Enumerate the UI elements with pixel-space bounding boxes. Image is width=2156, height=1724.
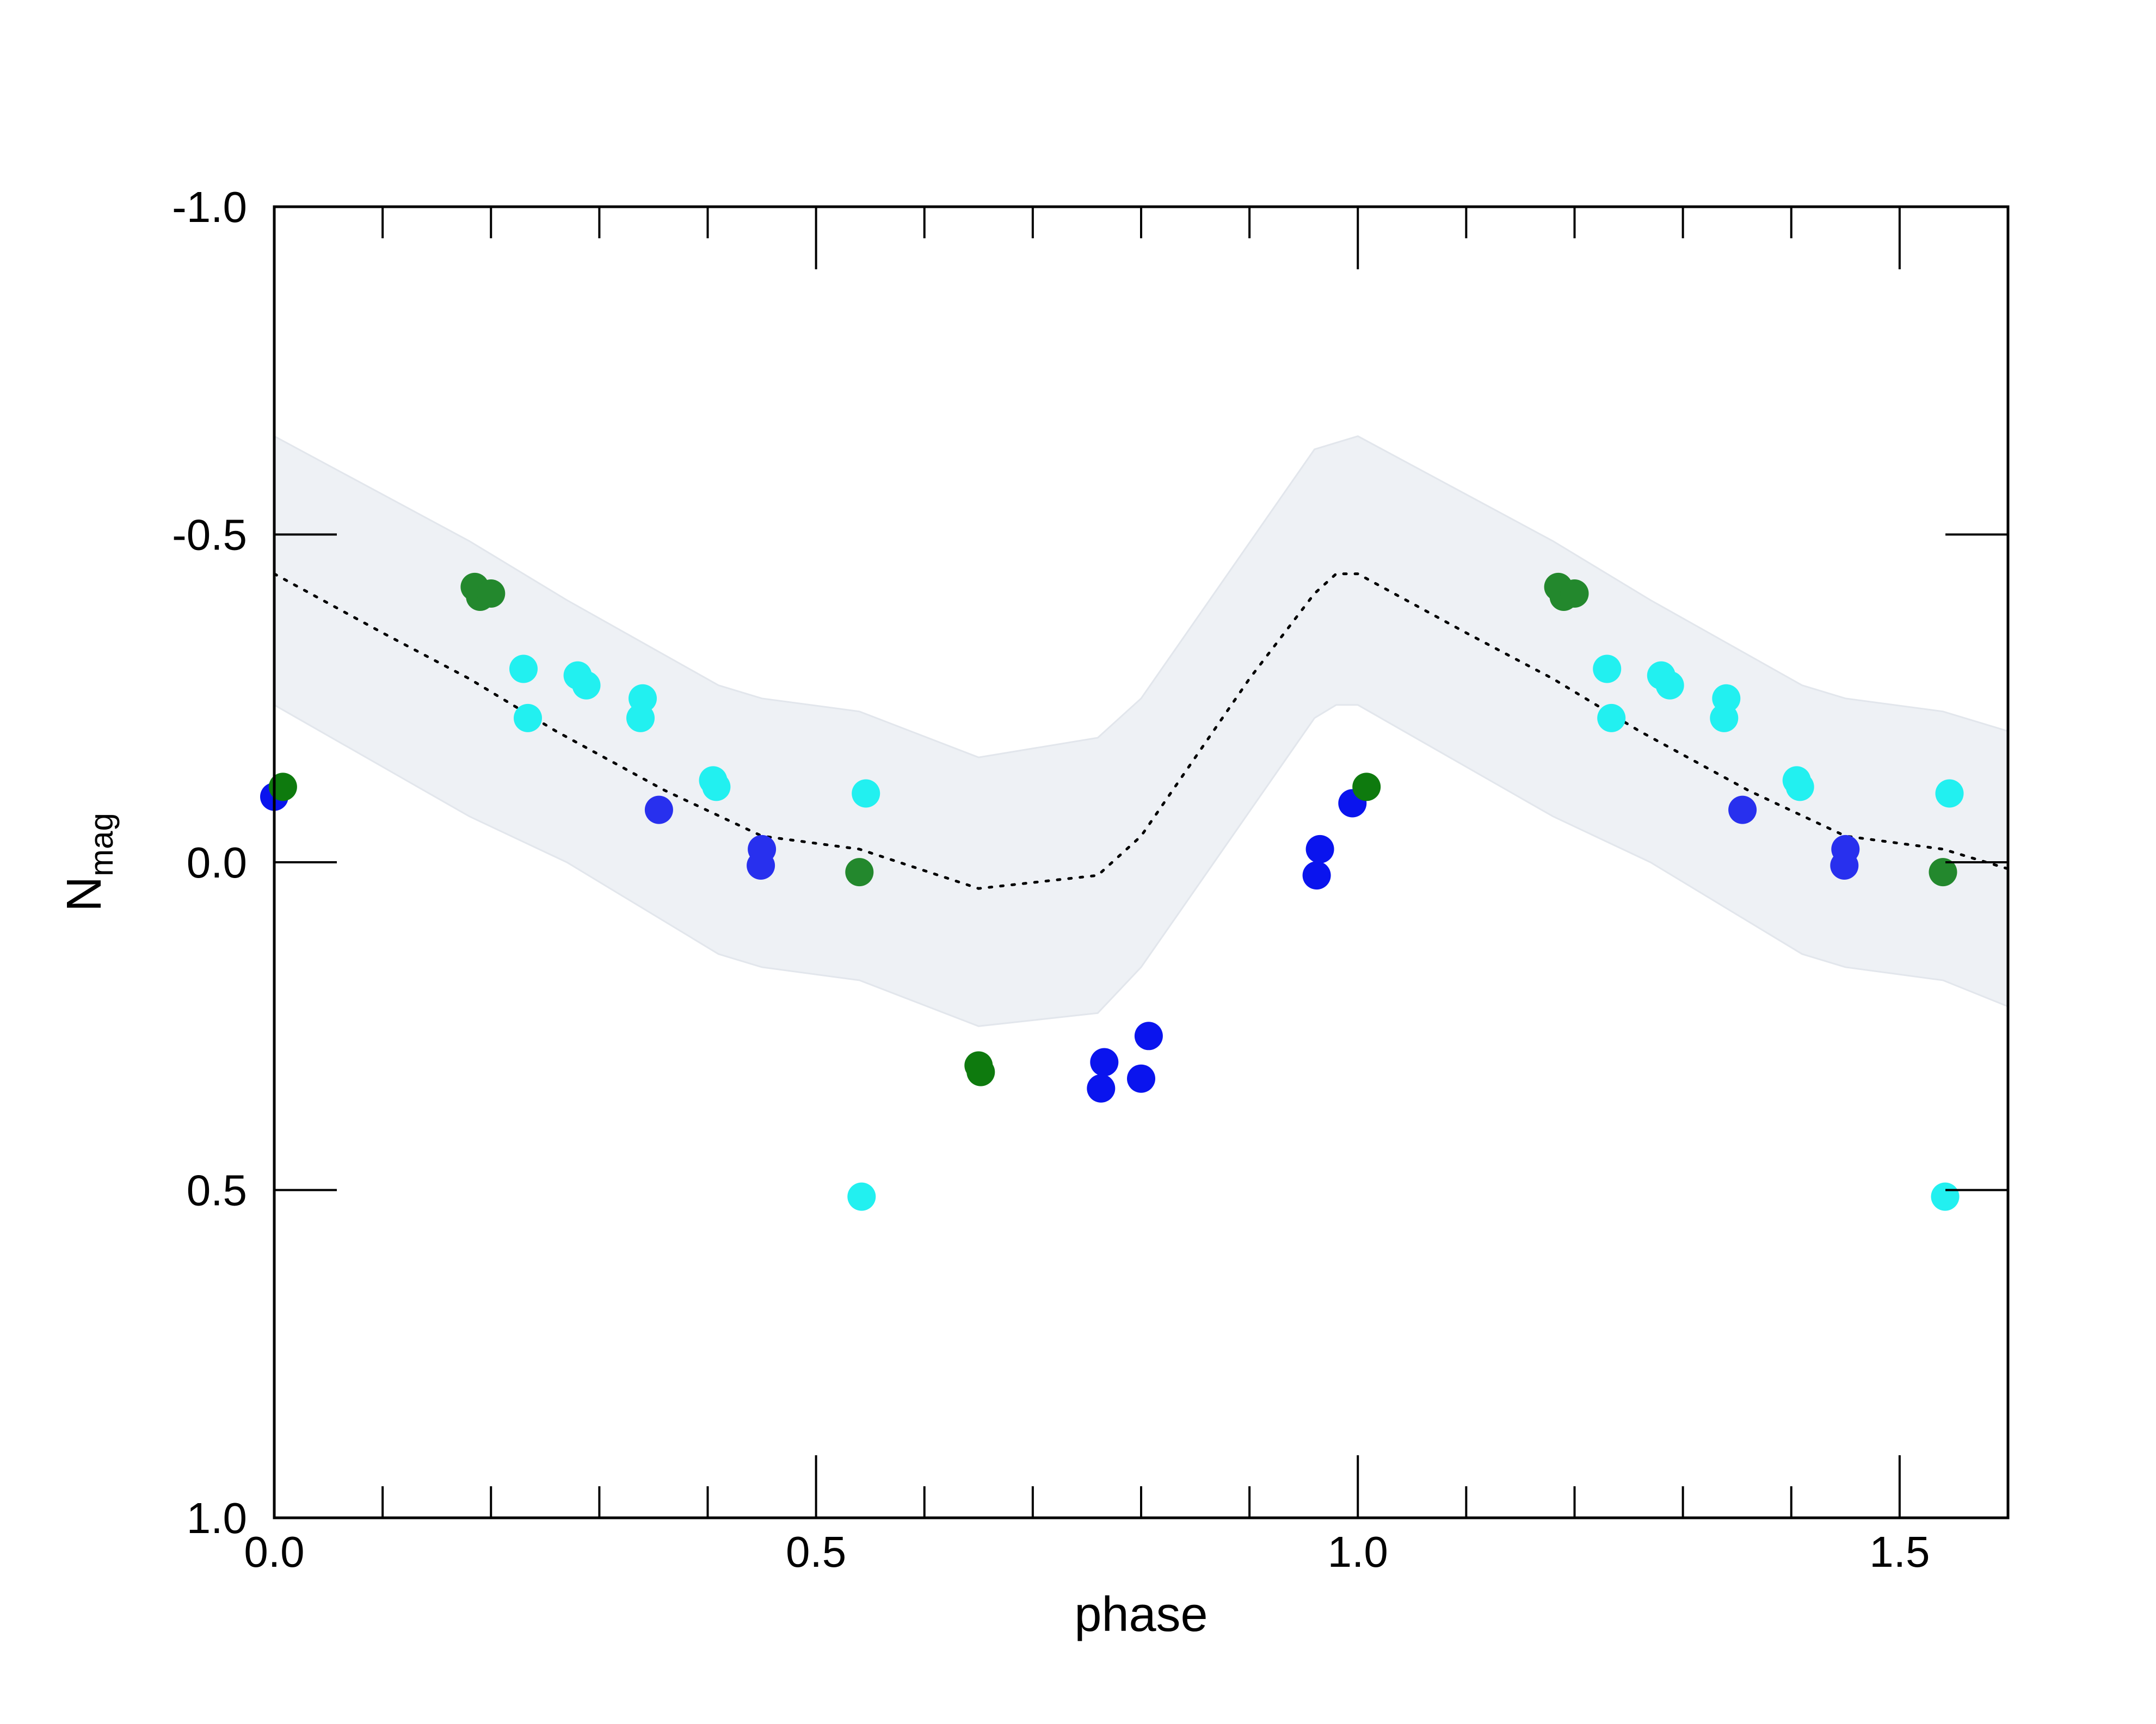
data-point xyxy=(1302,861,1331,890)
data-point xyxy=(1352,773,1381,801)
y-axis-title-main: N xyxy=(57,876,112,912)
data-point xyxy=(1305,835,1334,863)
y-axis-title-subscript: mag xyxy=(83,813,120,876)
x-tick-label: 0.0 xyxy=(244,1528,304,1576)
data-point xyxy=(1830,851,1859,880)
data-point xyxy=(1090,1048,1119,1077)
data-point xyxy=(1655,671,1684,700)
data-point xyxy=(1728,795,1757,824)
data-point xyxy=(852,779,880,808)
data-point xyxy=(847,1182,876,1211)
x-tick-label: 0.5 xyxy=(786,1528,846,1576)
data-point xyxy=(1134,1022,1163,1051)
data-point xyxy=(509,654,538,683)
y-tick-label: 0.5 xyxy=(187,1166,247,1215)
data-point xyxy=(1931,1182,1960,1211)
data-point xyxy=(1597,703,1626,732)
y-tick-label: 1.0 xyxy=(187,1494,247,1542)
x-axis-title: phase xyxy=(1074,1587,1208,1642)
data-point xyxy=(268,773,297,801)
y-axis-title: Nmag xyxy=(57,813,120,912)
data-point xyxy=(1929,858,1957,887)
data-point xyxy=(514,703,542,732)
x-tick-label: 1.5 xyxy=(1869,1528,1930,1576)
data-point xyxy=(747,851,775,880)
tick-labels-layer: 0.0 0.5 1.0 1.5 -1.0 -0.5 0.0 0.5 1.0 xyxy=(172,183,1930,1576)
x-tick-label: 1.0 xyxy=(1328,1528,1388,1576)
data-point xyxy=(702,773,731,801)
data-points-layer xyxy=(260,572,1964,1211)
y-tick-label: -1.0 xyxy=(172,183,247,231)
data-point xyxy=(1087,1074,1116,1103)
data-point xyxy=(477,579,506,608)
data-point xyxy=(572,671,601,700)
data-point xyxy=(1785,773,1814,801)
y-tick-label: -0.5 xyxy=(172,511,247,559)
data-point xyxy=(626,703,655,732)
axis-ticks-layer xyxy=(273,206,2008,1519)
data-point xyxy=(845,858,874,887)
data-point xyxy=(1560,579,1589,608)
data-point xyxy=(1127,1064,1155,1093)
data-point xyxy=(644,795,673,824)
data-point xyxy=(1710,703,1739,732)
data-point xyxy=(966,1058,995,1086)
data-point xyxy=(1593,654,1622,683)
uncertainty-band-layer xyxy=(274,435,2008,1027)
uncertainty-band xyxy=(274,435,2008,1027)
data-point xyxy=(1935,779,1964,808)
y-tick-label: 0.0 xyxy=(187,838,247,887)
